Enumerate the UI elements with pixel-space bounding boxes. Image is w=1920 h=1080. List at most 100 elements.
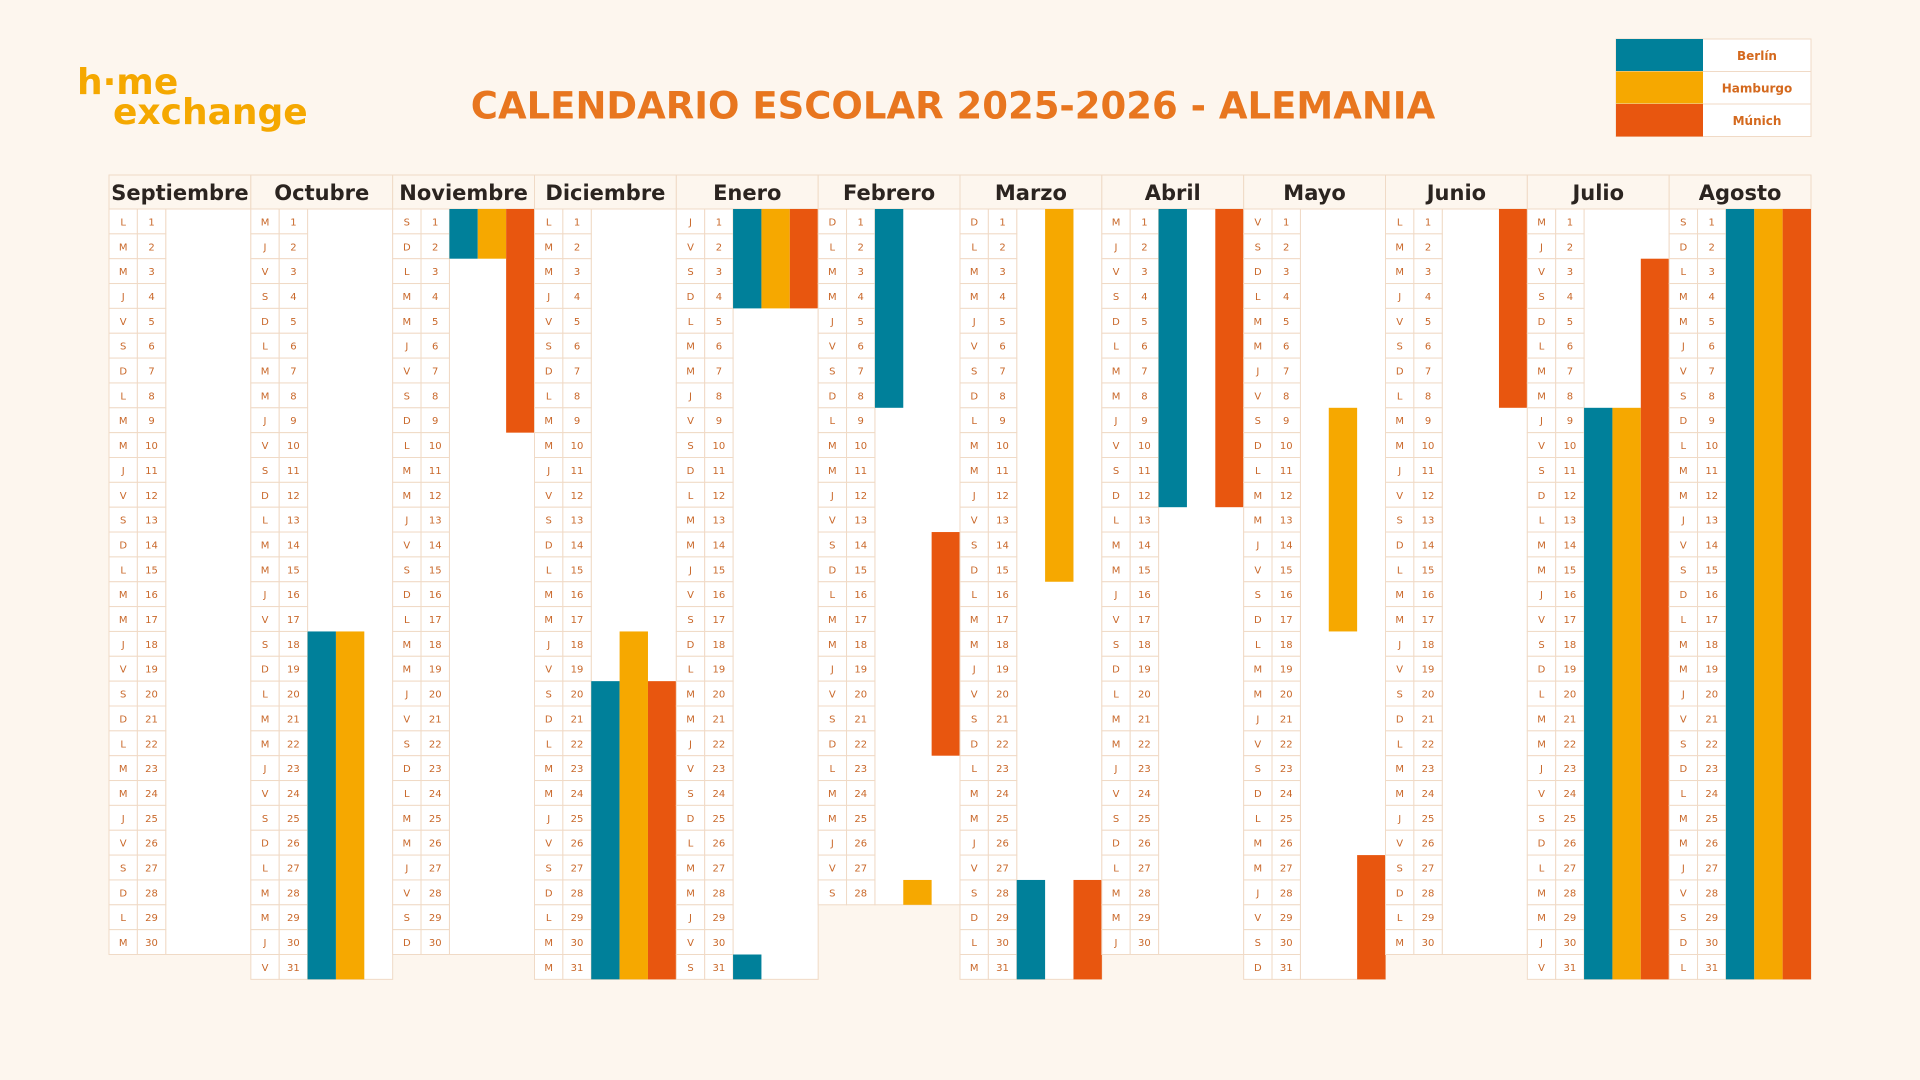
day-cell xyxy=(1555,307,1585,334)
weekday: L xyxy=(404,441,410,452)
weekday: M xyxy=(686,367,695,378)
day-number: 9 xyxy=(574,416,580,427)
weekday-cell xyxy=(1526,457,1557,483)
day-number: 3 xyxy=(1141,267,1147,278)
day-number: 22 xyxy=(996,739,1009,750)
weekday: L xyxy=(1113,342,1119,353)
weekday-cell xyxy=(1101,904,1131,931)
weekday: J xyxy=(1539,764,1543,775)
weekday: M xyxy=(1395,416,1404,427)
day-number: 7 xyxy=(290,367,296,378)
day-cell xyxy=(136,506,167,533)
day-cell xyxy=(420,780,450,806)
day-number: 6 xyxy=(148,342,154,353)
day-number: 8 xyxy=(574,391,580,402)
day-number: 20 xyxy=(571,690,584,701)
day-number: 23 xyxy=(996,764,1009,775)
weekday: D xyxy=(1112,317,1120,328)
weekday-cell xyxy=(392,307,422,334)
weekday-cell xyxy=(817,233,848,260)
day-number: 29 xyxy=(1705,913,1718,924)
weekday-cell xyxy=(108,357,138,384)
weekday-cell xyxy=(817,780,848,806)
day-number: 17 xyxy=(1422,615,1435,626)
day-number: 1 xyxy=(1141,217,1147,228)
weekday: V xyxy=(262,789,269,800)
weekday: M xyxy=(119,789,128,800)
weekday: J xyxy=(1681,342,1685,353)
day-cell xyxy=(562,407,592,434)
day-number: 1 xyxy=(290,217,296,228)
weekday: D xyxy=(1679,764,1687,775)
weekday: L xyxy=(1113,516,1119,527)
day-cell xyxy=(420,630,450,657)
weekday: L xyxy=(1113,864,1119,875)
day-number: 31 xyxy=(1705,963,1718,974)
day-cell xyxy=(704,506,734,533)
day-number: 30 xyxy=(145,938,158,949)
day-number: 28 xyxy=(287,888,300,899)
day-number: 29 xyxy=(287,913,300,924)
day-number: 13 xyxy=(1280,516,1293,527)
day-number: 8 xyxy=(1567,391,1573,402)
day-number: 1 xyxy=(574,217,580,228)
day-cell xyxy=(136,581,167,608)
weekday-cell xyxy=(108,755,138,782)
day-number: 1 xyxy=(1567,217,1573,228)
day-number: 2 xyxy=(999,242,1005,253)
weekday: S xyxy=(1538,640,1544,651)
day-number: 28 xyxy=(145,888,158,899)
day-number: 5 xyxy=(1709,317,1715,328)
weekday-cell xyxy=(1243,630,1273,657)
weekday: D xyxy=(261,839,269,850)
day-cell xyxy=(562,829,592,856)
day-number: 29 xyxy=(145,913,158,924)
day-number: 27 xyxy=(571,864,584,875)
weekday: D xyxy=(545,714,553,725)
day-number: 22 xyxy=(1705,739,1718,750)
weekday: V xyxy=(1680,714,1687,725)
day-number: 9 xyxy=(1283,416,1289,427)
weekday: M xyxy=(119,615,128,626)
weekday-cell xyxy=(1243,307,1273,334)
weekday: M xyxy=(1112,714,1121,725)
day-cell xyxy=(1271,929,1301,956)
weekday: V xyxy=(1680,367,1687,378)
weekday: V xyxy=(545,665,552,676)
weekday: M xyxy=(1395,789,1404,800)
weekday: L xyxy=(971,416,977,427)
day-cell xyxy=(1129,606,1160,632)
day-number: 12 xyxy=(1422,491,1435,502)
weekday: D xyxy=(970,913,978,924)
weekday: J xyxy=(830,491,834,502)
holiday-bar xyxy=(1782,209,1811,980)
day-number: 6 xyxy=(290,342,296,353)
day-number: 31 xyxy=(1280,963,1293,974)
day-cell xyxy=(704,904,734,931)
day-cell xyxy=(1555,332,1585,359)
day-cell xyxy=(136,904,167,931)
day-number: 14 xyxy=(1280,540,1293,551)
weekday: L xyxy=(1397,565,1403,576)
day-number: 22 xyxy=(145,739,158,750)
weekday-cell xyxy=(392,382,422,409)
weekday: M xyxy=(1112,565,1121,576)
weekday: S xyxy=(1255,938,1261,949)
day-cell xyxy=(1697,481,1727,508)
weekday: D xyxy=(1254,267,1262,278)
day-cell xyxy=(562,357,592,384)
weekday-cell xyxy=(1243,904,1273,931)
day-number: 12 xyxy=(287,491,300,502)
weekday: S xyxy=(546,516,552,527)
weekday: M xyxy=(1254,864,1263,875)
day-cell xyxy=(1129,531,1160,558)
day-number: 19 xyxy=(287,665,300,676)
weekday: J xyxy=(263,764,267,775)
weekday: M xyxy=(1537,565,1546,576)
holiday-bar xyxy=(761,209,790,309)
holiday-bar xyxy=(1158,209,1187,508)
day-number: 11 xyxy=(429,466,442,477)
day-number: 10 xyxy=(571,441,584,452)
weekday: D xyxy=(1396,367,1404,378)
